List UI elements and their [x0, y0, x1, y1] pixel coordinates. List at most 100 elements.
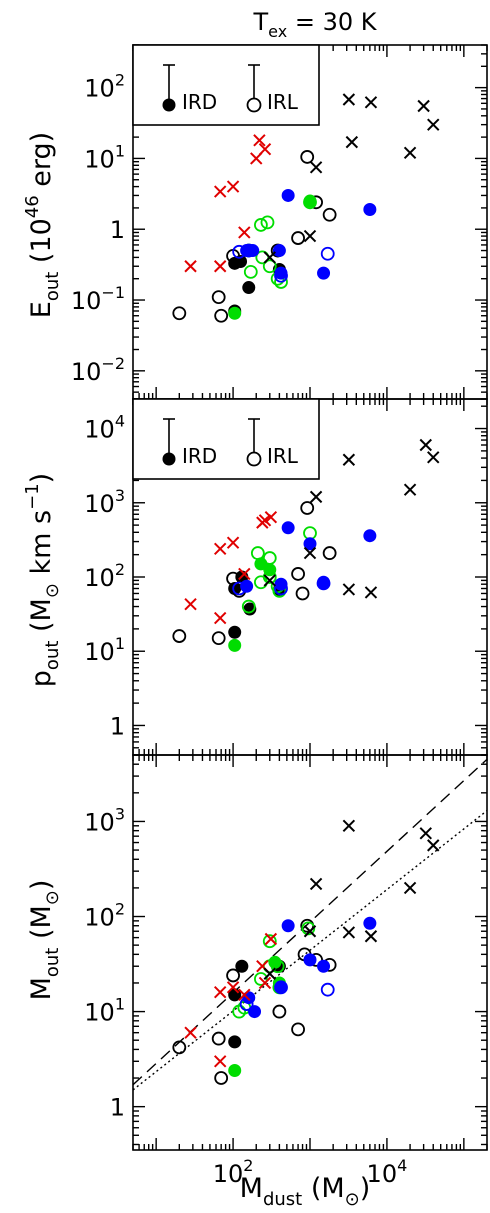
data-point-open [172, 1040, 187, 1055]
data-point-open [274, 268, 288, 283]
data-point-cross [342, 453, 356, 466]
data-point-cross [213, 185, 227, 198]
data-point-open [254, 218, 268, 232]
data-point-open [211, 631, 226, 646]
svg-text:Eout (1046 erg): Eout (1046 erg) [22, 132, 63, 318]
data-point-filled [281, 188, 295, 202]
data-point-cross [263, 967, 276, 980]
data-point-filled [274, 577, 288, 591]
data-point-open [272, 1004, 287, 1019]
data-point-cross [342, 93, 356, 106]
panel-eout: 10−2 10−1 1 101 102 IRD IRL [71, 44, 488, 400]
legend-label-irl: IRL [267, 444, 299, 468]
y-tick-label: 104 [84, 412, 125, 444]
data-point-cross [258, 142, 272, 156]
data-point-cross [213, 1055, 227, 1068]
data-point-open [274, 581, 288, 596]
legend-box [132, 398, 320, 480]
y-tick-label: 10−2 [71, 354, 125, 386]
data-point-cross [184, 1026, 197, 1039]
y-tick-label: 102 [84, 560, 125, 592]
data-point-open [320, 246, 335, 261]
data-point-filled [228, 1035, 242, 1049]
data-point-open [260, 215, 275, 230]
data-point-filled [303, 953, 317, 967]
data-point-filled [228, 306, 242, 320]
data-point-cross [342, 819, 356, 833]
data-point-open [322, 546, 337, 560]
data-point-open [322, 207, 337, 222]
legend-marker-filled [162, 452, 176, 466]
data-point-cross [213, 260, 227, 273]
legend-box [132, 44, 320, 126]
data-point-filled [272, 244, 286, 258]
data-point-cross [364, 930, 378, 943]
y-tick-label: 101 [84, 141, 125, 173]
y-tick-label: 103 [84, 804, 125, 836]
data-point-open [303, 195, 317, 210]
data-point-cross [226, 981, 240, 994]
data-point-open [262, 551, 277, 565]
data-point-cross [309, 161, 323, 174]
panel-pout: 1 101 102 103 104 IRD IRL [84, 398, 488, 756]
data-point-cross [309, 490, 323, 504]
data-point-open [243, 264, 258, 279]
data-point-open [254, 972, 268, 986]
y-tick-label: 1 [110, 1094, 125, 1122]
data-point-filled [235, 959, 249, 973]
x-tick-label: 102 [213, 1156, 254, 1188]
y-label-mout: Mout (M⊙) [26, 880, 63, 1001]
data-point-filled [228, 1064, 242, 1078]
data-point-filled [228, 625, 242, 639]
data-point-cross [238, 988, 251, 1002]
figure-title: Tex = 30 K [253, 8, 378, 41]
data-point-cross [342, 926, 356, 939]
data-point-open [291, 1022, 305, 1037]
data-point-open [232, 244, 247, 259]
data-point-open [172, 306, 187, 321]
y-tick-label: 102 [84, 900, 125, 932]
y-tick-label: 102 [84, 71, 125, 103]
data-point-cross [264, 510, 278, 524]
data-point-open [262, 259, 277, 274]
data-point-cross [253, 134, 266, 147]
data-point-open [262, 934, 277, 949]
data-point-cross [263, 574, 276, 587]
data-point-cross [303, 925, 317, 938]
data-point-cross [419, 438, 432, 452]
data-point-filled [303, 537, 317, 551]
data-point-open [291, 231, 305, 245]
data-point-cross [309, 877, 323, 891]
data-point-cross [403, 881, 417, 895]
data-point-cross [226, 180, 240, 193]
data-point-cross [263, 251, 276, 264]
data-point-cross [258, 514, 272, 527]
data-point-open [211, 290, 226, 304]
data-point-cross [427, 839, 440, 852]
data-point-filled [363, 202, 377, 216]
x-label-mdust: Mdust (M⊙) [240, 1173, 371, 1209]
data-point-open [320, 982, 335, 997]
data-point-filled [240, 579, 254, 593]
data-point-filled [228, 638, 242, 652]
data-point-open [241, 243, 256, 258]
legend-marker-filled [162, 98, 176, 112]
data-point-open [172, 629, 187, 643]
data-point-open [262, 959, 277, 974]
data-point-cross [427, 451, 440, 464]
data-point-open [241, 599, 256, 614]
data-point-cross [184, 598, 197, 611]
data-point-cross [303, 229, 317, 243]
y-label-eout: Eout (1046 erg) [22, 132, 63, 318]
data-point-cross [213, 542, 227, 555]
y-tick-label: 10−1 [71, 283, 125, 315]
data-point-cross [419, 827, 432, 840]
data-point-filled [281, 919, 295, 933]
data-point-filled [363, 529, 377, 543]
data-point-open [291, 567, 305, 581]
y-tick-label: 103 [84, 486, 125, 518]
panel-mout: 1 101 102 103 102 104 [84, 754, 488, 1188]
data-point-open [270, 959, 285, 974]
plot-area [133, 758, 487, 1091]
data-point-cross [226, 536, 240, 549]
